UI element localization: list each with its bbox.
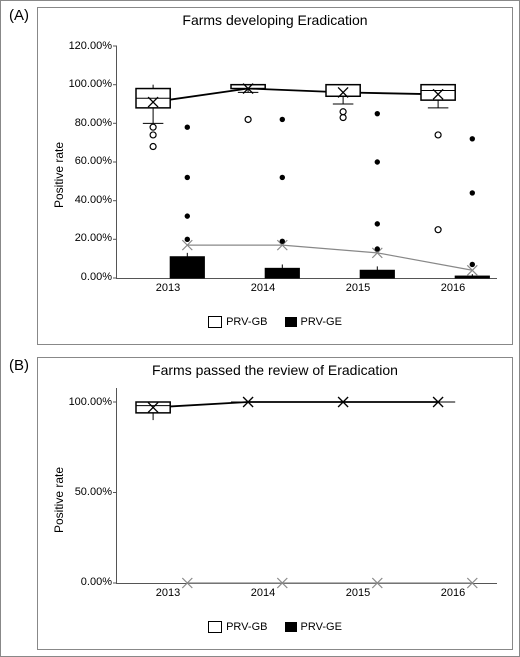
panel-b-ylabel: Positive rate <box>52 467 66 533</box>
ytick-a-5: 100.00% <box>62 78 112 90</box>
legend-gb-label-b: PRV-GB <box>226 621 267 633</box>
panel-a: Farms developing Eradication Positive ra… <box>37 7 513 345</box>
xtick-a-3: 2016 <box>428 282 478 294</box>
ytick-a-4: 80.00% <box>62 117 112 129</box>
ytick-b-1: 50.00% <box>62 486 112 498</box>
xtick-b-1: 2014 <box>238 587 288 599</box>
xtick-b-0: 2013 <box>143 587 193 599</box>
ytick-b-0: 0.00% <box>62 576 112 588</box>
xtick-a-0: 2013 <box>143 282 193 294</box>
panel-b-plot <box>116 388 497 584</box>
legend-gb-label: PRV-GB <box>226 316 267 328</box>
legend-ge-swatch-b <box>285 622 297 632</box>
ytick-b-2: 100.00% <box>62 396 112 408</box>
figure-container: (A) Farms developing Eradication Positiv… <box>0 0 520 657</box>
panel-b-title: Farms passed the review of Eradication <box>38 362 512 378</box>
panel-a-legend: PRV-GB PRV-GE <box>38 316 512 328</box>
xtick-a-1: 2014 <box>238 282 288 294</box>
ytick-a-0: 0.00% <box>62 271 112 283</box>
panel-b-label: (B) <box>9 357 29 374</box>
ytick-a-1: 20.00% <box>62 232 112 244</box>
ytick-a-3: 60.00% <box>62 155 112 167</box>
legend-gb-swatch <box>208 316 222 328</box>
panel-b-legend: PRV-GB PRV-GE <box>38 621 512 633</box>
ytick-a-6: 120.00% <box>62 40 112 52</box>
legend-ge-label-b: PRV-GE <box>301 621 342 633</box>
legend-gb-swatch-b <box>208 621 222 633</box>
xtick-b-2: 2015 <box>333 587 383 599</box>
ytick-a-2: 40.00% <box>62 194 112 206</box>
legend-ge-label: PRV-GE <box>301 316 342 328</box>
panel-a-title: Farms developing Eradication <box>38 12 512 28</box>
panel-b-svg <box>117 388 497 583</box>
panel-a-svg <box>117 46 497 278</box>
xtick-a-2: 2015 <box>333 282 383 294</box>
xtick-b-3: 2016 <box>428 587 478 599</box>
panel-b: Farms passed the review of Eradication P… <box>37 357 513 650</box>
legend-ge-swatch <box>285 317 297 327</box>
panel-a-label: (A) <box>9 7 29 24</box>
panel-a-plot <box>116 46 497 279</box>
